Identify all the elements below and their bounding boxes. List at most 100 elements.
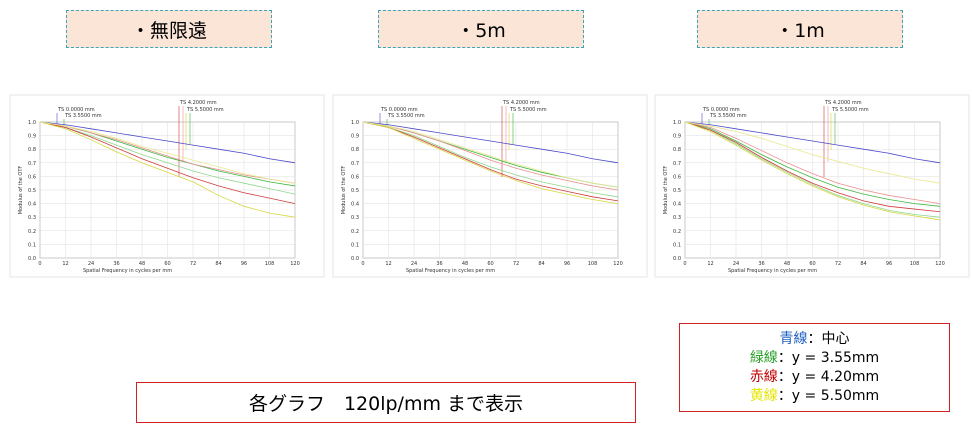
x-tick-label: 48	[784, 261, 790, 267]
x-tick-label: 96	[886, 261, 892, 267]
mtf-line	[684, 121, 941, 221]
y-tick-label: 1.0	[351, 120, 359, 126]
y-tick-label: 0.2	[28, 229, 36, 235]
header: ・1m	[697, 10, 903, 48]
y-tick-label: 0.3	[351, 215, 359, 221]
mtf-line	[684, 121, 941, 213]
x-tick-label: 72	[190, 261, 196, 267]
y-tick-label: 0.4	[28, 202, 36, 208]
legend-text: ：y = 3.55mm	[777, 350, 880, 366]
x-tick-label: 0	[683, 261, 686, 267]
mtf-line	[39, 121, 296, 164]
mtf-line	[362, 121, 619, 198]
legend-item: 赤線：y = 4.20mm	[680, 368, 949, 387]
x-tick-label: 84	[860, 261, 866, 267]
x-tick-label: 84	[538, 261, 544, 267]
y-axis-label: Modulus of the OTF	[18, 166, 24, 215]
y-tick-label: 0.8	[28, 147, 36, 153]
mtf-line	[39, 121, 296, 184]
legend-key: 青線	[779, 331, 808, 347]
x-tick-label: 24	[88, 261, 94, 267]
x-tick-label: 36	[113, 261, 119, 267]
x-tick-label: 0	[38, 261, 41, 267]
x-tick-label: 24	[733, 261, 739, 267]
y-axis-label: Modulus of the OTF	[663, 166, 669, 215]
annotation: TS 4.2000 mm	[824, 100, 862, 106]
y-tick-label: 1.0	[28, 120, 36, 126]
header: ・無限遠	[66, 10, 272, 48]
x-tick-label: 120	[290, 261, 300, 267]
y-tick-label: 0.3	[28, 215, 36, 221]
legend-item: 青線：中心	[680, 330, 949, 349]
y-tick-label: 0.7	[28, 161, 36, 167]
y-tick-label: 1.0	[673, 120, 681, 126]
x-tick-label: 60	[487, 261, 493, 267]
y-tick-label: 0.5	[673, 188, 681, 194]
y-tick-label: 0.7	[673, 161, 681, 167]
x-tick-label: 60	[809, 261, 815, 267]
mtf-line	[684, 121, 941, 164]
x-tick-label: 12	[62, 261, 68, 267]
mtf-line	[362, 121, 619, 188]
y-tick-label: 0.6	[673, 174, 681, 180]
x-tick-label: 84	[215, 261, 221, 267]
x-tick-label: 72	[513, 261, 519, 267]
x-tick-label: 12	[707, 261, 713, 267]
mtf-line	[362, 121, 619, 204]
x-tick-label: 48	[462, 261, 468, 267]
x-tick-label: 108	[910, 261, 920, 267]
y-tick-label: 0.5	[351, 188, 359, 194]
x-tick-label: 60	[164, 261, 170, 267]
mtf-line	[684, 121, 941, 184]
y-tick-label: 0.3	[673, 215, 681, 221]
x-axis-label: Spatial Frequency in cycles per mm	[83, 268, 172, 274]
x-tick-label: 120	[613, 261, 623, 267]
note-box: 各グラフ 120lp/mm まで表示	[136, 382, 636, 423]
x-tick-label: 72	[835, 261, 841, 267]
y-tick-label: 0.0	[351, 256, 359, 262]
x-tick-label: 48	[139, 261, 145, 267]
legend-text: ：y = 5.50mm	[777, 388, 880, 404]
y-tick-label: 0.9	[351, 134, 359, 140]
y-axis-label: Modulus of the OTF	[341, 166, 347, 215]
y-tick-label: 0.0	[28, 256, 36, 262]
y-tick-label: 0.0	[673, 256, 681, 262]
y-tick-label: 0.5	[28, 188, 36, 194]
legend-item: 緑線：y = 3.55mm	[680, 349, 949, 368]
mtf-line	[684, 121, 941, 204]
mtf-line	[684, 121, 941, 207]
y-tick-label: 0.1	[673, 242, 681, 248]
y-tick-label: 0.1	[351, 242, 359, 248]
y-tick-label: 0.7	[351, 161, 359, 167]
x-tick-label: 24	[411, 261, 417, 267]
legend-box: 青線：中心 緑線：y = 3.55mm 赤線：y = 4.20mm 黄線：y = 5.…	[679, 323, 950, 412]
annotation: TS 3.5500 mm	[387, 113, 425, 119]
y-tick-label: 0.9	[673, 134, 681, 140]
x-tick-label: 36	[436, 261, 442, 267]
x-tick-label: 12	[385, 261, 391, 267]
legend-item: 黄線：y = 5.50mm	[680, 387, 949, 406]
x-axis-label: Spatial Frequency in cycles per mm	[728, 268, 817, 274]
x-tick-label: 120	[935, 261, 945, 267]
annotation: TS 0.0000 mm	[57, 107, 95, 113]
x-tick-label: 0	[361, 261, 364, 267]
y-tick-label: 0.2	[673, 229, 681, 235]
header: ・5m	[378, 10, 584, 48]
mtf-line	[684, 121, 941, 218]
annotation: TS 4.2000 mm	[179, 100, 217, 106]
y-tick-label: 0.1	[28, 242, 36, 248]
x-tick-label: 108	[265, 261, 275, 267]
legend-key: 緑線	[749, 350, 778, 366]
legend-key: 赤線	[749, 369, 778, 385]
x-tick-label: 96	[564, 261, 570, 267]
y-tick-label: 0.4	[673, 202, 681, 208]
annotation: TS 0.0000 mm	[702, 107, 740, 113]
x-tick-label: 108	[588, 261, 598, 267]
annotation: TS 5.5000 mm	[831, 107, 869, 113]
annotation: TS 5.5000 mm	[186, 107, 224, 113]
x-axis-label: Spatial Frequency in cycles per mm	[406, 268, 495, 274]
mtf-line	[39, 121, 296, 218]
note: 各グラフ 120lp/mm まで表示	[248, 393, 524, 415]
